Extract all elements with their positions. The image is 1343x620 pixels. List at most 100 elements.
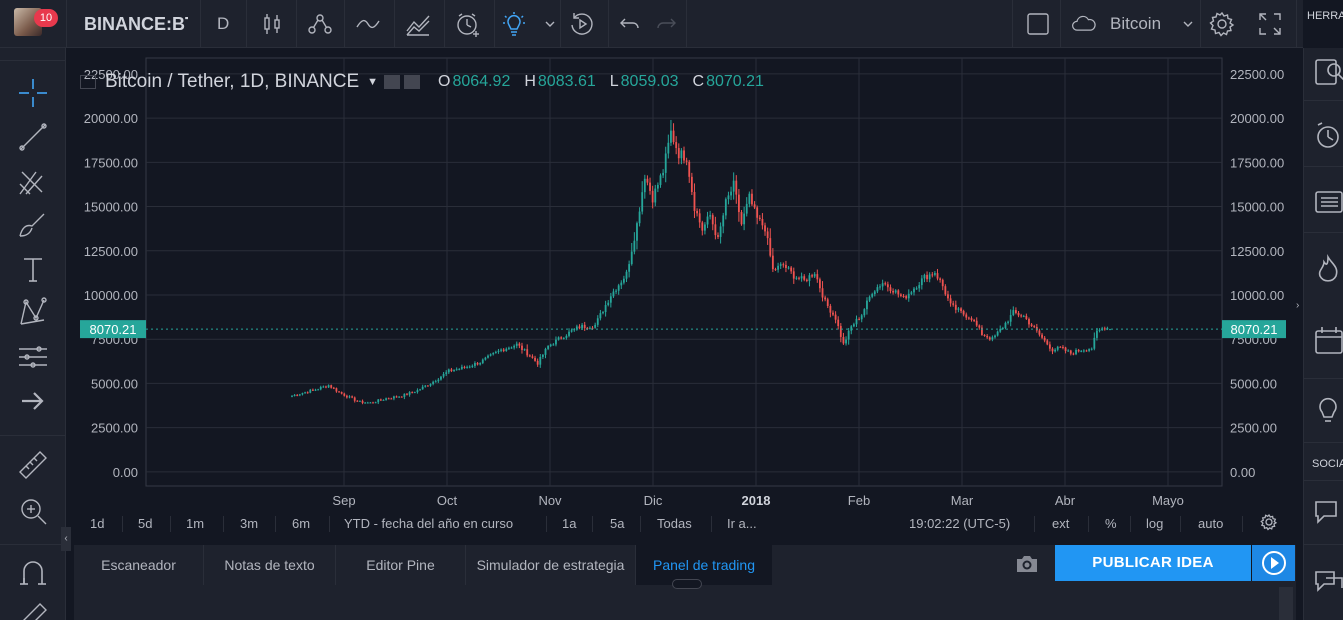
toggle-ext[interactable]: ext (1052, 516, 1070, 531)
goto-date[interactable]: Ir a... (727, 516, 757, 531)
arrow-icon[interactable] (16, 384, 50, 418)
candle-body (850, 326, 853, 331)
brush-icon[interactable] (16, 208, 50, 242)
range-6m[interactable]: 6m (292, 516, 311, 531)
indicators-icon[interactable] (354, 10, 382, 38)
calendar-icon[interactable] (1312, 324, 1343, 356)
range-1a[interactable]: 1a (562, 516, 577, 531)
publish-idea-button[interactable]: PUBLICAR IDEA (1055, 545, 1251, 581)
candle-body (330, 385, 333, 388)
candle-body (933, 273, 936, 275)
candle-body (638, 211, 641, 224)
range-ytd[interactable]: YTD - fecha del año en curso (344, 516, 514, 531)
panel-toggle-icon[interactable] (672, 579, 702, 589)
measure-lines-icon[interactable] (16, 340, 50, 374)
watchlist-icon[interactable] (1312, 56, 1343, 88)
range-1m[interactable]: 1m (186, 516, 205, 531)
scrollbar[interactable] (1279, 587, 1293, 620)
candles-style-icon[interactable] (258, 10, 286, 38)
tab-trading-panel[interactable]: Panel de trading (636, 545, 772, 585)
candle-body (442, 373, 445, 377)
candle-body (408, 392, 411, 395)
candle-body (484, 357, 487, 360)
candle-body (659, 175, 662, 185)
candle-body (803, 276, 806, 280)
tab-scanner[interactable]: Escaneador (74, 545, 204, 585)
range-3m[interactable]: 3m (240, 516, 259, 531)
toggle-log[interactable]: log (1146, 516, 1164, 531)
tools-panel-tab[interactable]: HERRA (1303, 0, 1343, 48)
candle-body (792, 271, 795, 279)
caret-down-icon[interactable]: ▼ (367, 76, 379, 88)
x-tick-label: 2018 (742, 493, 771, 508)
notification-badge: 10 (34, 9, 58, 27)
candle-body (866, 300, 868, 310)
symbol-search[interactable]: BINANCE:BTCUSDT (84, 14, 188, 34)
gear-icon[interactable] (1260, 513, 1278, 531)
range-5d[interactable]: 5d (138, 516, 153, 531)
tab-pine-editor[interactable]: Editor Pine (336, 545, 466, 585)
candle-body (756, 207, 759, 218)
tab-strategy-tester[interactable]: Simulador de estrategia (466, 545, 636, 585)
candle-body (873, 291, 876, 295)
price-chart[interactable]: 22500.00 22500.00 20000.00 20000.00 17500.00… (74, 56, 1296, 512)
series-title[interactable]: Bitcoin / Tether, 1D, BINANCE (105, 71, 360, 92)
text-icon[interactable] (16, 252, 50, 286)
cloud-save-icon[interactable] (1070, 10, 1102, 38)
candle-body (510, 347, 513, 349)
gear-icon[interactable] (1208, 10, 1236, 38)
replay-icon[interactable] (568, 10, 596, 38)
list-icon[interactable] (1312, 186, 1343, 218)
zoom-in-icon[interactable] (16, 494, 50, 528)
range-5a[interactable]: 5a (610, 516, 625, 531)
clock[interactable]: 19:02:22 (UTC-5) (909, 516, 1011, 531)
ruler-icon[interactable] (16, 448, 50, 482)
range-1d[interactable]: 1d (90, 516, 105, 531)
compare-icon[interactable] (306, 10, 334, 38)
toggle-percent[interactable]: % (1105, 516, 1117, 531)
layout-icon[interactable] (1024, 10, 1052, 38)
candle-body (876, 287, 879, 292)
candle-body (920, 278, 923, 286)
candle-body (332, 387, 335, 389)
chevron-down-icon[interactable] (1174, 10, 1193, 38)
trend-line-icon[interactable] (16, 120, 50, 154)
redo-icon[interactable] (652, 10, 680, 38)
collapse-left-icon[interactable]: ‹ (61, 527, 71, 551)
eye-icon[interactable] (384, 75, 401, 89)
chat-icon[interactable] (1312, 496, 1343, 528)
candle-body (507, 347, 510, 349)
candle-body (1059, 346, 1062, 348)
alert-icon[interactable] (454, 10, 482, 38)
templates-icon[interactable] (404, 10, 432, 38)
magnet-icon[interactable] (16, 556, 50, 590)
chevron-down-icon[interactable] (536, 10, 555, 38)
private-chat-icon[interactable] (1312, 564, 1343, 596)
range-all[interactable]: Todas (657, 516, 692, 531)
crosshair-icon[interactable] (16, 76, 50, 110)
candle-body (513, 345, 516, 348)
hotlist-icon[interactable] (1312, 253, 1343, 286)
play-icon[interactable] (1251, 545, 1295, 581)
hint-bulb-icon[interactable] (500, 10, 528, 38)
tab-text-notes[interactable]: Notas de texto (204, 545, 336, 585)
undo-icon[interactable] (616, 10, 644, 38)
pattern-icon[interactable] (16, 296, 50, 330)
candle-body (1080, 350, 1083, 352)
idea-icon[interactable] (1312, 394, 1343, 426)
toggle-auto[interactable]: auto (1198, 516, 1224, 531)
camera-icon[interactable] (1014, 553, 1040, 575)
settings-small-icon[interactable] (404, 75, 421, 89)
interval-selector[interactable]: D (217, 14, 230, 33)
alarm-icon[interactable] (1312, 120, 1343, 152)
chart-pane[interactable]: 22500.00 22500.00 20000.00 20000.00 17500.00… (74, 56, 1296, 536)
candle-body (667, 142, 670, 154)
collapse-right-icon[interactable]: › (1296, 300, 1300, 311)
candle-body (795, 277, 798, 279)
collapse-legend-icon[interactable] (80, 75, 96, 89)
pitchfork-icon[interactable] (16, 164, 50, 198)
layout-name[interactable]: Bitcoin (1110, 14, 1162, 33)
lock-icon[interactable] (16, 600, 50, 620)
candle-body (343, 393, 346, 396)
fullscreen-icon[interactable] (1256, 10, 1284, 38)
